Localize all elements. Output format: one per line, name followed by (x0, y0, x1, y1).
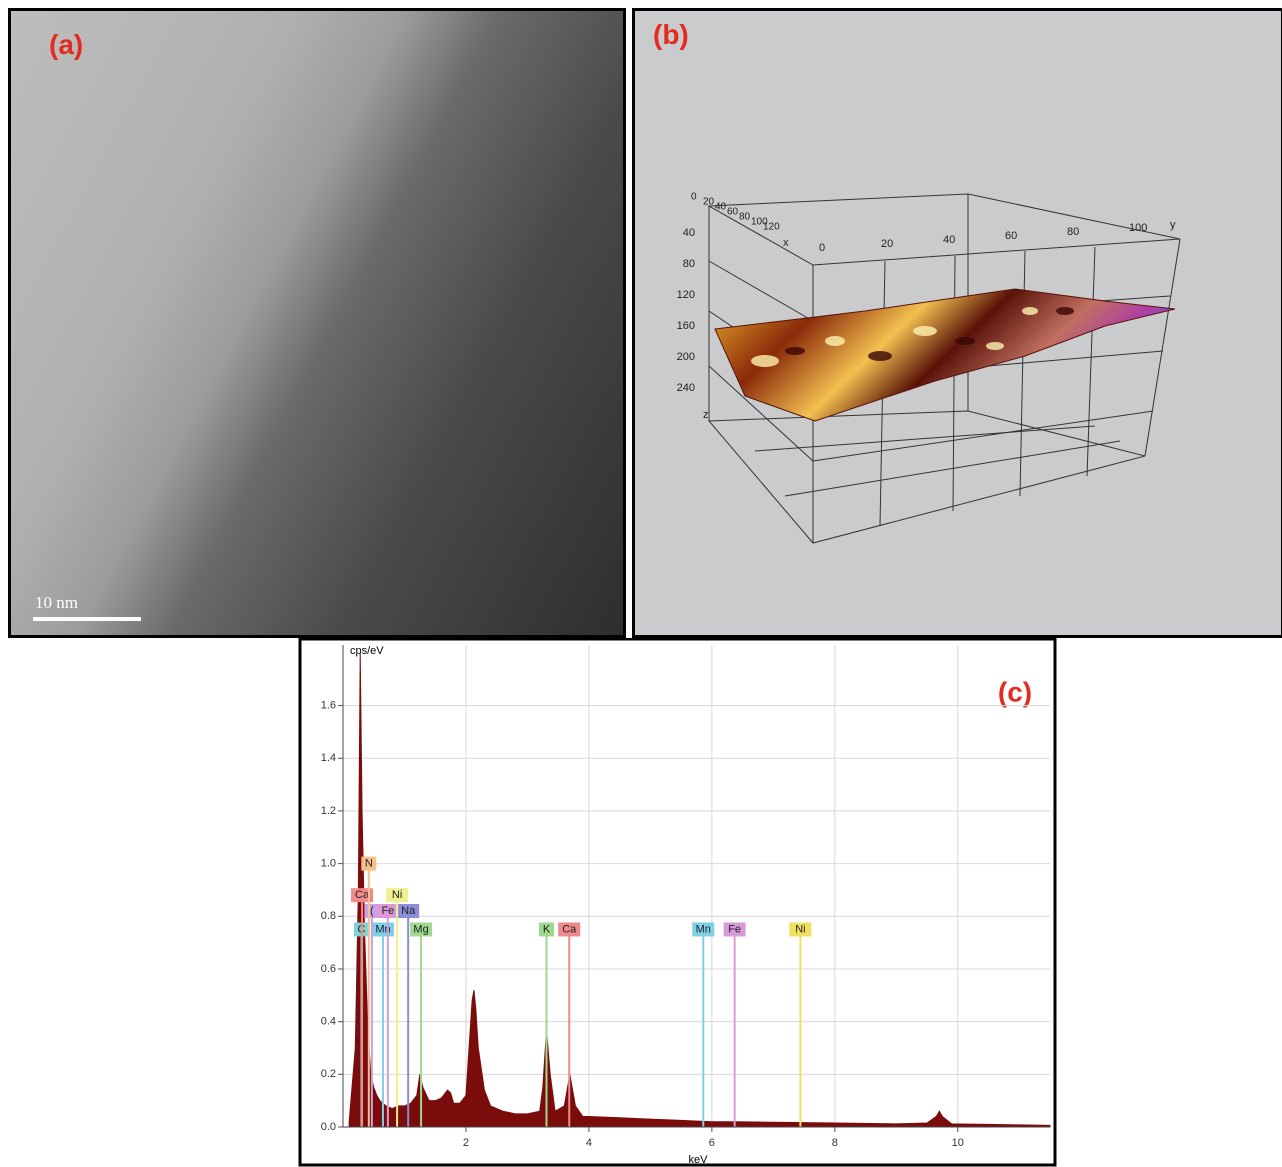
x-tick-label: 20 (703, 197, 715, 208)
box-grid (754, 425, 1096, 452)
x-tick-label: 60 (727, 207, 739, 218)
box-grid (1086, 246, 1096, 477)
z-tick-label: 40 (683, 227, 695, 239)
element-tag (692, 922, 715, 937)
y-tick-label: 0 (819, 242, 825, 254)
element-label: Fe (728, 923, 741, 935)
box-bottom (707, 410, 1146, 544)
element-label: ( (370, 905, 374, 917)
y-tick-label: 40 (943, 234, 955, 246)
x-tick-label: 80 (739, 212, 751, 223)
chart: cps/eV keV (c) 0.0 0.2 0.4 0.6 0.8 1.0 1.2 1.4 1… (298, 638, 1057, 1167)
element-tag (723, 922, 746, 937)
y-tick-label: 60 (1005, 230, 1017, 242)
box-grid (708, 365, 814, 462)
element-label: Ni (795, 923, 805, 935)
surface-shadows (785, 307, 1074, 361)
panel-label: (c) (998, 676, 1032, 707)
box-grid (812, 410, 1154, 462)
scale-bar (33, 617, 141, 621)
y-tick-label: 0.0 (321, 1121, 336, 1133)
element-label: Ni (392, 889, 402, 901)
element-tag (558, 922, 581, 937)
z-tick-label: 200 (677, 351, 695, 363)
x-tick-label: 40 (715, 202, 727, 213)
y-title: y (1170, 219, 1176, 231)
element-tag (351, 888, 374, 903)
x-tick-label: 0 (691, 192, 697, 203)
element-label: Ca (355, 889, 370, 901)
y-tick-label: 1.2 (321, 805, 336, 817)
element-tag (376, 904, 399, 919)
box-grid (1019, 250, 1026, 497)
x-tick-label: 100 (751, 217, 768, 228)
y-tick-label: 0.8 (321, 910, 336, 922)
y-axis-label: cps/eV (350, 645, 384, 657)
y-tick-label: 80 (1067, 226, 1079, 238)
y-tick-label: 1.4 (321, 752, 336, 764)
y-tick-label: 20 (881, 238, 893, 250)
y-tick-label: 0.6 (321, 963, 336, 975)
box-grid (708, 260, 814, 322)
chart-frame (298, 638, 1057, 1167)
x-tick-label: 2 (463, 1137, 469, 1149)
element-label: Mg (413, 923, 428, 935)
box-grid (784, 440, 1121, 497)
y-tick-label: 1.6 (321, 699, 336, 711)
element-label: Na (401, 905, 416, 917)
element-label: N (365, 858, 373, 870)
element-tag (361, 856, 377, 871)
y-tick-label: 1.0 (321, 858, 336, 870)
element-label: Ca (562, 923, 577, 935)
x-tick-label: 8 (832, 1137, 838, 1149)
surface-highlights (751, 307, 1038, 367)
y-tick-label: 0.4 (321, 1016, 336, 1028)
x-axis-label: keV (689, 1154, 709, 1166)
scale-bar-label: 10 nm (35, 593, 78, 612)
element-label: Mn (696, 923, 711, 935)
panel-label: (b) (653, 19, 689, 50)
element-label: K (543, 923, 551, 935)
element-tag (410, 922, 433, 937)
tem-image: (a) 10 nm (8, 8, 626, 638)
z-tick-label: 160 (677, 320, 695, 332)
z-title: z (703, 409, 709, 421)
x-tick-label: 6 (709, 1137, 715, 1149)
y-tick-label: 0.2 (321, 1068, 336, 1080)
element-tag (538, 922, 554, 937)
element-tag (397, 904, 420, 919)
x-tick-label: 120 (763, 222, 780, 233)
spectrum (348, 652, 1051, 1128)
z-tick-label: 120 (677, 289, 695, 301)
z-tick-label: 80 (683, 258, 695, 270)
y-tick-label: 100 (1129, 222, 1147, 234)
z-tick-label: 240 (677, 382, 695, 394)
x-tick-label: 4 (586, 1137, 592, 1149)
x-title: x (783, 237, 789, 249)
element-label: Mn (375, 923, 390, 935)
surface-plot: (b) (632, 8, 1282, 638)
panel-label: (a) (49, 29, 84, 60)
surface (714, 288, 1176, 422)
element-label: Fe (381, 905, 394, 917)
box-edge (1144, 238, 1181, 457)
element-tag (789, 922, 812, 937)
x-tick-label: 10 (952, 1137, 964, 1149)
element-tag (386, 888, 409, 903)
box-grid (952, 255, 956, 512)
